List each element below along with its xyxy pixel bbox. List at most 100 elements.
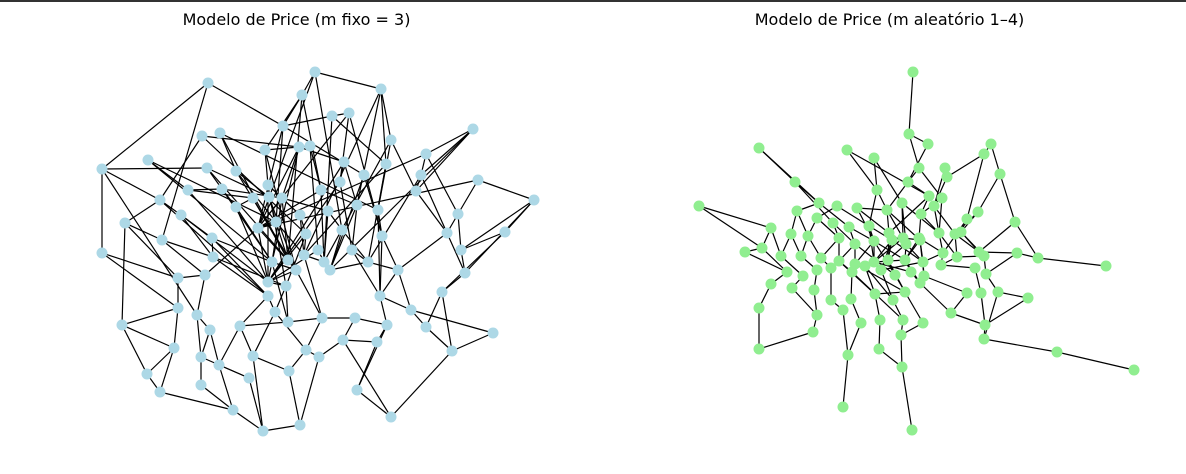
graph-left-node xyxy=(290,264,302,276)
graph-left-edge xyxy=(187,188,223,191)
graph-right-node xyxy=(863,220,875,232)
graph-left-edge xyxy=(380,88,392,141)
graph-left-edge xyxy=(314,71,343,231)
graph-left-edge xyxy=(101,252,179,309)
graph-left-node xyxy=(282,316,294,328)
graph-left-edge xyxy=(457,179,479,215)
graph-left-node xyxy=(346,244,358,256)
graph-left-node xyxy=(196,130,208,142)
graph-right-edge xyxy=(888,195,930,234)
graph-left-node xyxy=(259,144,271,156)
graph-right-edge xyxy=(983,291,999,340)
graph-left-node xyxy=(300,228,312,240)
graph-left-edge xyxy=(257,197,283,229)
graph-right-node xyxy=(994,168,1006,180)
graph-left-node xyxy=(296,89,308,101)
graph-left-edge xyxy=(235,206,273,263)
graph-right-node xyxy=(825,262,837,274)
graph-left-node xyxy=(313,351,325,363)
graph-left-edge xyxy=(285,285,289,323)
graph-left-node xyxy=(154,386,166,398)
graph-left-node xyxy=(168,342,180,354)
graph-right-edge xyxy=(908,71,914,135)
graph-right-node xyxy=(928,200,940,212)
graph-left-edge xyxy=(257,146,300,229)
graph-left-edge xyxy=(356,341,378,391)
graph-right-node xyxy=(875,264,887,276)
graph-left-node xyxy=(230,201,242,213)
graph-right-edge xyxy=(842,309,849,356)
graph-right-node xyxy=(756,242,768,254)
graph-right-node xyxy=(808,284,820,296)
graph-left-edge xyxy=(211,237,273,263)
graph-left-edge xyxy=(206,167,270,198)
graph-left-edge xyxy=(271,197,283,263)
graph-left-edge xyxy=(257,227,269,283)
graph-right-node xyxy=(961,213,973,225)
graph-left-edge xyxy=(101,167,208,170)
graph-left-node xyxy=(230,165,242,177)
graph-left-edge xyxy=(196,274,206,316)
graph-left-edge xyxy=(209,329,220,366)
graph-left-edge xyxy=(274,311,307,351)
graph-right-node xyxy=(811,264,823,276)
graph-right-node xyxy=(845,293,857,305)
graph-right-node xyxy=(775,250,787,262)
graph-right-node xyxy=(905,266,917,278)
graph-left-edge xyxy=(381,235,399,271)
graph-right-edge xyxy=(919,282,952,314)
graph-right-nodes xyxy=(693,66,1140,436)
graph-left-edge xyxy=(101,168,161,201)
graph-right-node xyxy=(914,277,926,289)
graph-left-node xyxy=(446,345,458,357)
top-border xyxy=(0,0,1186,2)
graph-left-node xyxy=(172,272,184,284)
graph-left-node xyxy=(420,148,432,160)
graph-right-edge xyxy=(984,297,1029,326)
graph-left-node xyxy=(141,368,153,380)
graph-right-node xyxy=(807,326,819,338)
graph-left-node xyxy=(304,140,316,152)
graph-right-node xyxy=(786,282,798,294)
graph-right-edge xyxy=(940,264,976,269)
graph-right-node xyxy=(813,197,825,209)
graph-left-edge xyxy=(282,115,333,127)
graph-left-edge xyxy=(196,314,202,358)
graph-left-node xyxy=(324,264,336,276)
graph-right-node xyxy=(843,221,855,233)
graph-right-node xyxy=(739,246,751,258)
graph-right-node xyxy=(802,230,814,242)
graph-right-node xyxy=(1009,216,1021,228)
graph-right-node xyxy=(887,294,899,306)
graph-right-edge xyxy=(744,251,788,273)
graph-left-edge xyxy=(287,317,323,323)
graph-left-edge xyxy=(147,159,277,223)
graph-right-node xyxy=(906,424,918,436)
graph-right-node xyxy=(882,254,894,266)
graph-right-node xyxy=(902,176,914,188)
graph-right-edge xyxy=(873,261,912,273)
graph-right-node xyxy=(915,208,927,220)
graph-left-edge xyxy=(363,174,383,237)
graph-left-node xyxy=(269,306,281,318)
panel-title-m-random: Modelo de Price (m aleatório 1–4) xyxy=(754,10,1025,29)
graph-left-node xyxy=(202,77,214,89)
graph-right-edge xyxy=(946,153,985,178)
graph-left-node xyxy=(371,336,383,348)
graph-right-edge xyxy=(758,331,814,350)
graph-left-edge xyxy=(285,233,307,287)
graph-right-edge xyxy=(868,189,878,227)
graph-right-node xyxy=(753,343,765,355)
graph-right-node xyxy=(937,247,949,259)
graph-left-node xyxy=(175,209,187,221)
graph-right-node xyxy=(837,304,849,316)
graph-left-edge xyxy=(281,197,289,261)
graph-right-node xyxy=(936,192,948,204)
graph-left-edge xyxy=(187,189,269,283)
graph-right-edge xyxy=(978,221,1016,253)
graph-left-node xyxy=(315,184,327,196)
graph-left-node xyxy=(247,192,259,204)
graph-left-edge xyxy=(121,324,175,349)
graph-right-node xyxy=(961,287,973,299)
graph-right-node xyxy=(935,259,947,271)
